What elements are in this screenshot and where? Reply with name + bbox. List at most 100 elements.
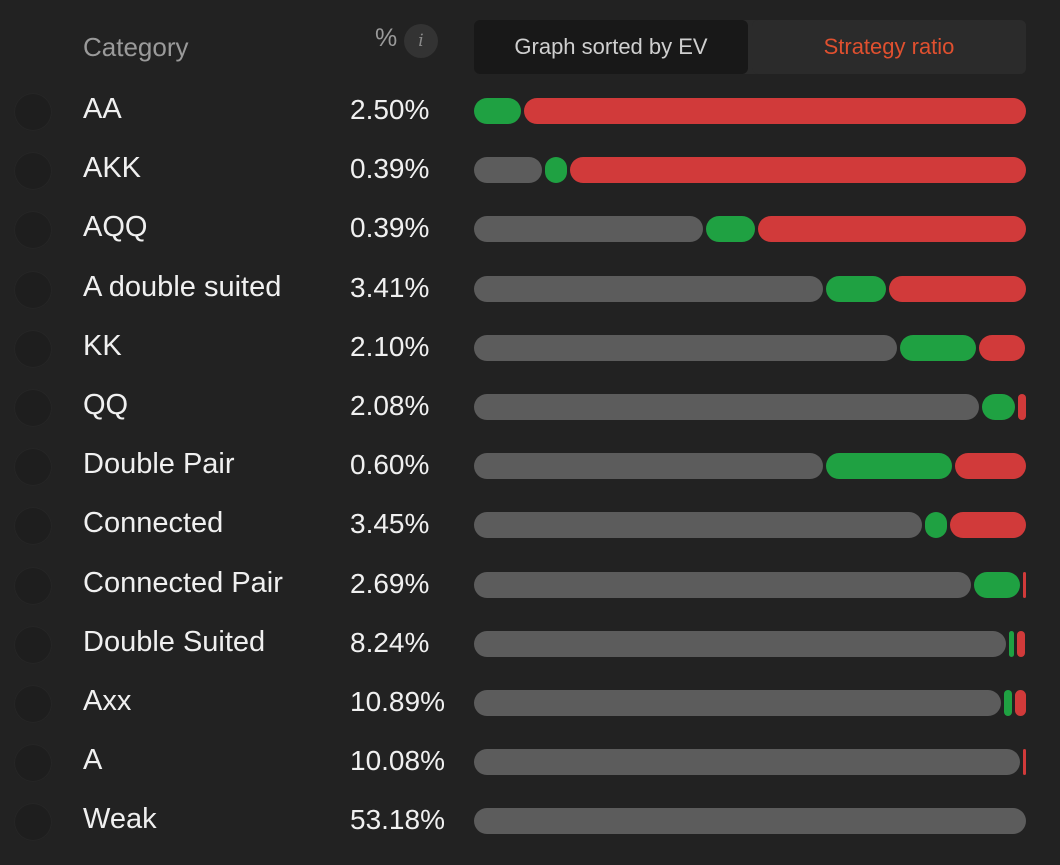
red-segment [889, 275, 1026, 302]
table-row[interactable]: Connected 3.45% [0, 495, 1060, 554]
table-row[interactable]: Axx 10.89% [0, 673, 1060, 732]
table-row[interactable]: AKK 0.39% [0, 140, 1060, 199]
strategy-ratio-bar [474, 689, 1026, 716]
neutral-segment [474, 808, 1026, 835]
category-percent: 2.69% [350, 567, 430, 599]
category-name: QQ [83, 388, 129, 421]
green-segment [1004, 689, 1012, 716]
neutral-segment [474, 689, 1001, 716]
red-segment [979, 334, 1025, 361]
table-row[interactable]: AA 2.50% [0, 81, 1060, 140]
strategy-ratio-bar [474, 98, 1026, 124]
category-percent: 10.08% [350, 745, 445, 777]
red-segment [1017, 630, 1025, 657]
category-percent: 0.60% [350, 449, 430, 481]
red-segment [758, 216, 1026, 243]
category-percent: 53.18% [350, 804, 445, 836]
table-row[interactable]: QQ 2.08% [0, 377, 1060, 436]
row-select-checkbox[interactable] [14, 566, 52, 605]
category-name: Weak [83, 803, 157, 836]
tab-graph-sorted-by-ev[interactable]: Graph sorted by EV [474, 20, 748, 74]
category-name: Double Suited [83, 625, 266, 658]
red-segment [955, 453, 1026, 480]
info-icon[interactable]: i [404, 24, 438, 58]
category-percent: 10.89% [350, 685, 445, 717]
category-name: KK [83, 329, 122, 362]
category-name: A [83, 744, 103, 777]
table-row[interactable]: Double Pair 0.60% [0, 436, 1060, 495]
green-segment [925, 512, 947, 539]
tab-strategy-ratio[interactable]: Strategy ratio [752, 20, 1026, 74]
strategy-ratio-bar [474, 393, 1026, 420]
neutral-segment [474, 630, 1006, 657]
row-select-checkbox[interactable] [14, 744, 52, 783]
red-segment [1023, 571, 1026, 598]
category-percent: 8.24% [350, 626, 430, 658]
category-list: AA 2.50% AKK 0.39% AQQ 0.39% A double suited 3.… [0, 81, 1060, 850]
strategy-ratio-bar [474, 749, 1026, 776]
row-select-checkbox[interactable] [14, 507, 52, 546]
red-segment [1015, 689, 1026, 716]
table-row[interactable]: Double Suited 8.24% [0, 614, 1060, 673]
green-segment [826, 453, 952, 480]
strategy-ratio-bar [474, 216, 1026, 243]
strategy-ratio-bar [474, 453, 1026, 480]
category-name: A double suited [83, 270, 282, 303]
neutral-segment [474, 393, 979, 420]
green-segment [1009, 630, 1014, 657]
table-row[interactable]: A double suited 3.41% [0, 259, 1060, 318]
neutral-segment [474, 749, 1020, 776]
strategy-ratio-bar [474, 808, 1026, 835]
row-select-checkbox[interactable] [14, 803, 52, 842]
neutral-segment [474, 216, 703, 243]
neutral-segment [474, 334, 897, 361]
strategy-ratio-bar [474, 630, 1026, 657]
neutral-segment [474, 512, 922, 539]
row-select-checkbox[interactable] [14, 93, 52, 131]
table-header: Category % i Graph sorted by EV Strategy… [0, 0, 1060, 90]
red-segment [950, 512, 1026, 539]
green-segment [900, 334, 976, 361]
category-name: Connected [83, 507, 224, 540]
strategy-ratio-bar [474, 512, 1026, 539]
category-name: Axx [83, 684, 132, 717]
category-percent: 3.45% [350, 508, 430, 540]
percent-column-header[interactable]: % [375, 24, 398, 52]
strategy-ratio-bar [474, 275, 1026, 302]
table-row[interactable]: AQQ 0.39% [0, 199, 1060, 258]
category-column-header[interactable]: Category [83, 32, 189, 62]
red-segment [570, 157, 1026, 184]
category-percent: 2.50% [350, 94, 430, 125]
category-percent: 0.39% [350, 212, 430, 244]
category-percent: 2.08% [350, 389, 430, 421]
category-name: Double Pair [83, 448, 235, 481]
table-row[interactable]: KK 2.10% [0, 318, 1060, 377]
row-select-checkbox[interactable] [14, 211, 52, 250]
table-row[interactable]: Connected Pair 2.69% [0, 555, 1060, 614]
row-select-checkbox[interactable] [14, 152, 52, 191]
category-percent: 3.41% [350, 271, 430, 303]
green-segment [474, 98, 521, 124]
row-select-checkbox[interactable] [14, 270, 52, 309]
row-select-checkbox[interactable] [14, 388, 52, 427]
row-select-checkbox[interactable] [14, 684, 52, 723]
red-segment [524, 98, 1026, 124]
category-name: AQQ [83, 211, 148, 244]
neutral-segment [474, 275, 823, 302]
green-segment [826, 275, 886, 302]
row-select-checkbox[interactable] [14, 329, 52, 368]
category-name: AA [83, 93, 122, 125]
row-select-checkbox[interactable] [14, 625, 52, 664]
green-segment [982, 393, 1015, 420]
red-segment [1023, 749, 1026, 776]
green-segment [545, 157, 567, 184]
category-percent: 0.39% [350, 153, 430, 185]
neutral-segment [474, 453, 823, 480]
table-row[interactable]: Weak 53.18% [0, 791, 1060, 850]
green-segment [974, 571, 1020, 598]
strategy-ratio-bar [474, 157, 1026, 184]
red-segment [1018, 393, 1026, 420]
table-row[interactable]: A 10.08% [0, 732, 1060, 791]
row-select-checkbox[interactable] [14, 448, 52, 487]
category-name: AKK [83, 152, 142, 185]
